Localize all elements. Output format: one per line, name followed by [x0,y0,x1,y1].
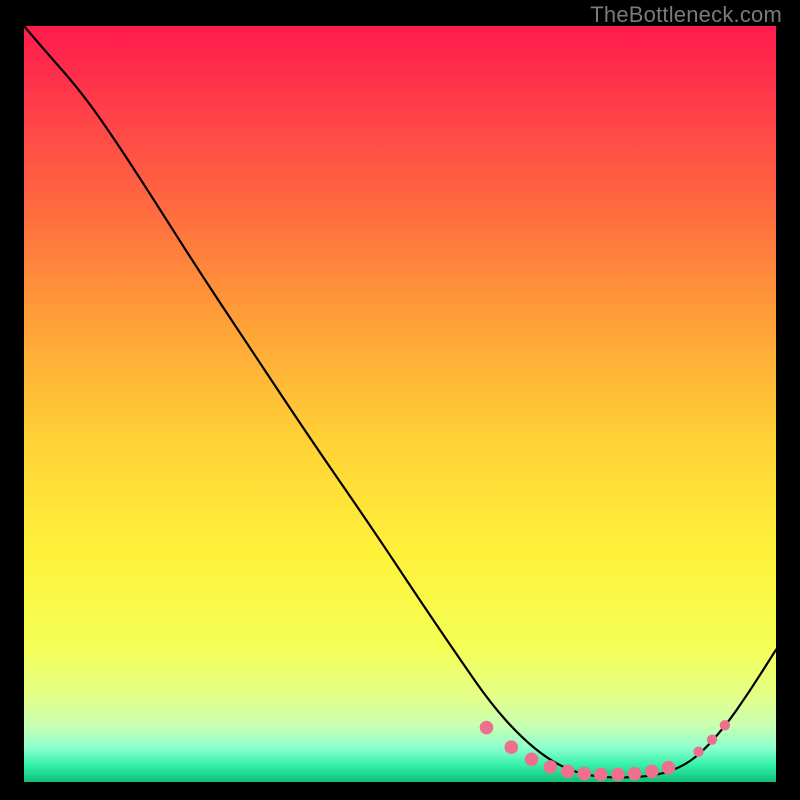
highlight-marker [693,747,703,757]
chart-stage: TheBottleneck.com [0,0,800,800]
highlight-marker [505,740,519,754]
gradient-background [24,26,776,782]
highlight-marker [525,753,539,767]
highlight-marker [594,768,608,782]
watermark-text: TheBottleneck.com [590,2,782,28]
highlight-marker [480,721,494,735]
highlight-marker [628,767,642,781]
highlight-marker [662,761,676,775]
bottleneck-curve-plot [24,26,776,782]
highlight-marker [720,720,730,730]
highlight-marker [577,767,591,781]
highlight-marker [645,765,659,779]
highlight-marker [707,734,717,744]
highlight-marker [561,765,575,779]
highlight-marker [611,768,625,782]
highlight-marker [544,760,558,774]
